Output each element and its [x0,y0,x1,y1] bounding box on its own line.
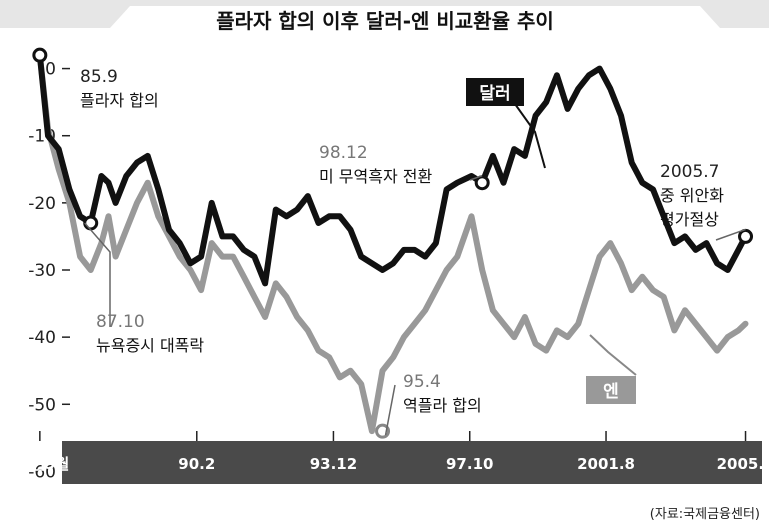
source-note: (자료:국제금융센터) [650,507,760,522]
annotation-date: 98.12 [319,143,368,163]
annotation-leader [384,384,396,436]
annotation-leader [469,175,483,181]
legend-dollar-box [466,78,524,106]
y-tick-label: -20 [28,194,56,214]
yen-line [36,52,749,435]
x-tick-label: 93.12 [310,455,357,473]
x-axis-band [62,441,762,484]
series-yen [36,52,749,435]
y-tick-label: -50 [28,395,56,415]
annotation-event: 뉴욕증시 대폭락 [96,336,204,355]
legend-yen-label: 엔 [603,382,619,402]
chart-title: 플라자 합의 이후 달러-엔 비교환율 추이 [216,9,554,33]
dollar-line [36,52,749,287]
x-tick-label: 85년9월 [10,455,69,473]
x-axis: 85년9월 90.2 93.12 97.10 2001.8 2005.7 [10,431,769,473]
series-dollar [36,52,749,287]
x-tick-label: 2005.7 [717,455,769,473]
annotation-date: 2005.7 [660,162,719,182]
y-tick-label: -40 [28,328,56,348]
y-tick-label: -60 [28,462,56,482]
legend-yen-leader [589,334,637,376]
annotation-event: 플라자 합의 [80,91,159,110]
event-marker [738,228,754,244]
event-marker [83,215,99,231]
legend-dollar-label: 달러 [479,83,510,104]
legend-dollar-leader [509,96,546,169]
annotation-date: 95.4 [403,372,441,392]
annotation-event: 역플라 합의 [403,396,482,415]
annotation-date: 87.10 [96,312,145,332]
event-marker [474,175,490,191]
legend-yen-box [586,376,636,404]
annotation-event: 중 위안화 [660,186,724,205]
annotations: 85.9 플라자 합의 87.10 뉴욕증시 대폭락 95.4 역플라 합의 98.12 미 … [80,67,746,436]
x-tick-label: 90.2 [178,455,215,473]
event-marker [32,47,48,63]
annotation-date: 85.9 [80,67,118,87]
annotation-event: 미 무역흑자 전환 [319,167,432,186]
y-tick-label: -30 [28,261,56,281]
annotation-event-line2: 평가절상 [660,210,719,229]
header-band [0,0,769,28]
annotation-leader [715,228,746,241]
y-tick-label: 0 [45,60,56,80]
annotation-leader [84,222,111,327]
legend: 달러엔 [466,78,637,404]
x-tick-label: 97.10 [446,455,493,473]
x-tick-label: 2001.8 [577,455,635,473]
